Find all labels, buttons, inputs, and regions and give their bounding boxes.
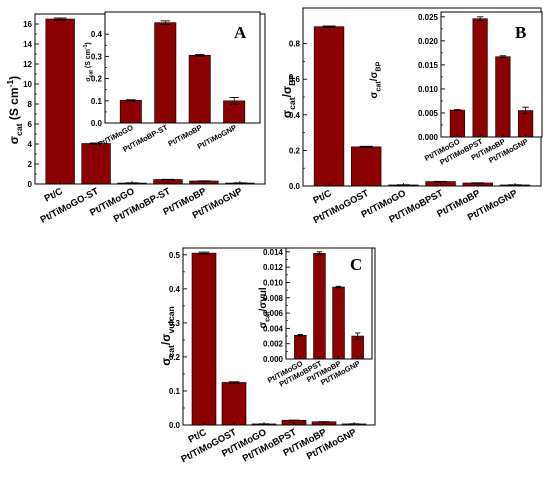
panel-letter: B xyxy=(515,23,526,42)
y-tick-label: 0.010 xyxy=(263,278,284,287)
y-tick-label: 0.0 xyxy=(289,182,301,191)
bar-Pt/C xyxy=(313,26,345,187)
y-tick-label: 0.005 xyxy=(418,109,439,118)
y-axis-label: σcat/σvulcan xyxy=(159,306,176,366)
y-tick-label: 0.4 xyxy=(91,30,103,39)
bar-Pt/TiMoBPST xyxy=(472,18,488,138)
bar-Pt/TiMoBPST xyxy=(313,253,326,360)
y-tick-label: 4 xyxy=(28,140,33,149)
y-tick-label: 0.4 xyxy=(289,111,301,120)
y-tick-label: 0.1 xyxy=(91,97,103,106)
y-tick-label: 6 xyxy=(28,120,33,129)
y-tick-label: 0.015 xyxy=(418,61,439,70)
y-tick-label: 16 xyxy=(23,20,32,29)
bar-Pt/C xyxy=(191,252,217,426)
x-tick-label: Pt/C xyxy=(43,186,65,205)
y-tick-label: 0.6 xyxy=(289,75,301,84)
y-tick-label: 10 xyxy=(23,80,32,89)
bar-Pt/TiMoBP xyxy=(332,286,345,360)
y-tick-label: 0.2 xyxy=(289,146,301,155)
y-tick-label: 0.0 xyxy=(91,119,103,128)
bar-Pt/TiMoGOST xyxy=(221,382,247,426)
axes-frame xyxy=(440,11,543,138)
y-tick-label: 12 xyxy=(23,60,32,69)
y-tick-label: 2 xyxy=(28,160,33,169)
y-tick-label: 0.006 xyxy=(263,309,284,318)
y-tick-label: 0.4 xyxy=(169,285,181,294)
y-tick-label: 0.012 xyxy=(263,263,284,272)
y-tick-label: 0.000 xyxy=(263,355,284,364)
bar-Pt/TiMoBP xyxy=(495,56,511,138)
axes-frame xyxy=(182,247,376,426)
y-tick-label: 0 xyxy=(28,180,33,189)
y-tick-label: 0.2 xyxy=(169,353,181,362)
bar-Pt/TiMoBP-ST xyxy=(154,22,177,124)
bar-Pt/TiMoBP xyxy=(188,54,211,124)
y-tick-label: 0.8 xyxy=(289,40,301,49)
y-tick-label: 0.0 xyxy=(169,421,181,430)
bar-Pt/TiMoGO xyxy=(294,334,307,360)
y-tick-label: 8 xyxy=(28,100,33,109)
y-tick-label: 0.025 xyxy=(418,13,439,22)
y-tick-label: 0.008 xyxy=(263,294,284,303)
y-tick-label: 0.010 xyxy=(418,85,439,94)
axes-frame xyxy=(285,247,373,360)
panel-letter: A xyxy=(234,23,247,42)
y-tick-label: 0.2 xyxy=(91,75,103,84)
bar-Pt/TiMoGO-ST xyxy=(81,143,111,185)
y-tick-label: 0.3 xyxy=(169,319,181,328)
bar-Pt/TiMoGO xyxy=(449,109,465,138)
y-tick-label: 14 xyxy=(23,40,32,49)
bar-Pt/TiMoGO xyxy=(119,100,142,124)
y-axis-label: σcat/σBP xyxy=(280,74,297,118)
y-tick-label: 0.000 xyxy=(418,133,439,142)
y-tick-label: 0.020 xyxy=(418,37,439,46)
panel-letter: C xyxy=(350,255,362,274)
bar-Pt/TiMoGNP xyxy=(518,110,534,138)
y-tick-label: 0.3 xyxy=(91,52,103,61)
y-axis-label: σcat (S cm-1) xyxy=(5,76,24,144)
y-tick-label: 0.004 xyxy=(263,324,284,333)
y-axis-label: σcat (S cm-1) xyxy=(83,42,94,82)
bar-Pt/TiMoGOST xyxy=(351,146,382,187)
chart-B-inset: 0.0000.0050.0100.0150.0200.025Pt/TiMoGOP… xyxy=(369,11,543,167)
y-tick-label: 0.014 xyxy=(263,248,284,257)
y-axis-label: σcat/σvul xyxy=(258,287,272,329)
x-tick-label: Pt/C xyxy=(311,188,333,207)
y-axis-label: σcat/σBP xyxy=(369,61,383,98)
y-tick-label: 0.1 xyxy=(169,387,181,396)
y-tick-label: 0.002 xyxy=(263,340,284,349)
y-tick-label: 0.5 xyxy=(169,251,181,260)
bar-Pt/C xyxy=(45,18,75,185)
